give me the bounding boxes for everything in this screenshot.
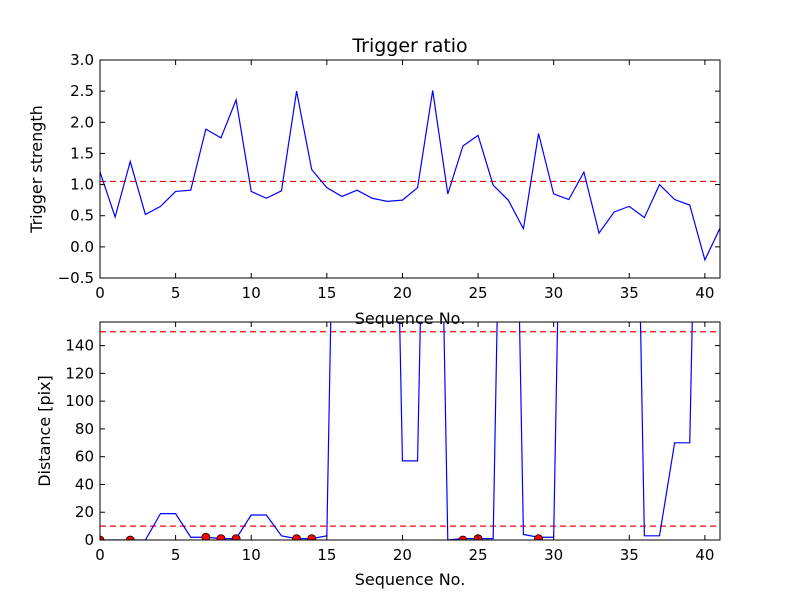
axis-ticks: 0 5 10 15 20 25 30 35 40 0 20 40 60 80 100 120 140 xyxy=(65,322,720,564)
x-tick-label: 15 xyxy=(317,546,336,564)
x-tick-label: 5 xyxy=(171,284,181,302)
y-tick-label: 1.5 xyxy=(70,144,94,162)
y-tick-label: 0.0 xyxy=(70,238,94,256)
x-tick-label: 30 xyxy=(544,546,563,564)
y-tick-label: 80 xyxy=(75,420,94,438)
x-axis-label: Sequence No. xyxy=(355,309,466,328)
data-point xyxy=(201,532,211,540)
plot-marks xyxy=(100,90,720,262)
y-tick-label: 40 xyxy=(75,475,94,493)
x-tick-label: 25 xyxy=(469,546,488,564)
plot-area xyxy=(100,322,720,540)
y-tick-label: 2.0 xyxy=(70,113,94,131)
chart-title: Trigger ratio xyxy=(351,35,467,57)
trigger-ratio-chart: Trigger ratio 0 5 10 15 20 25 30 35 40 −0.5 0.0 0.5… xyxy=(27,35,721,328)
plot-marks xyxy=(100,322,720,540)
x-tick-label: 35 xyxy=(620,546,639,564)
x-tick-label: 20 xyxy=(393,284,412,302)
y-tick-label: 60 xyxy=(75,448,94,466)
x-axis-label: Sequence No. xyxy=(355,570,466,589)
data-point xyxy=(292,534,301,540)
y-tick-label: −0.5 xyxy=(58,269,94,287)
y-tick-label: 2.5 xyxy=(70,82,94,100)
y-tick-label: 1.0 xyxy=(70,176,94,194)
x-tick-label: 25 xyxy=(469,284,488,302)
x-tick-label: 15 xyxy=(317,284,336,302)
x-tick-label: 10 xyxy=(242,546,261,564)
plot-frame xyxy=(99,321,721,541)
data-point xyxy=(216,534,226,540)
data-point xyxy=(534,534,543,540)
data-point xyxy=(125,535,135,540)
plot-frame xyxy=(99,59,721,279)
data-point xyxy=(231,534,241,540)
data-point xyxy=(307,534,317,540)
data-point xyxy=(100,535,105,540)
y-axis-label: Trigger strength xyxy=(27,105,46,234)
x-tick-label: 40 xyxy=(695,284,714,302)
x-tick-label: 20 xyxy=(393,546,412,564)
x-tick-label: 40 xyxy=(695,546,714,564)
y-tick-label: 120 xyxy=(65,364,94,382)
y-axis-label: Distance [pix] xyxy=(35,375,54,487)
y-tick-label: 0 xyxy=(84,531,94,549)
x-tick-label: 35 xyxy=(620,284,639,302)
y-tick-label: 100 xyxy=(65,392,94,410)
series-line-0 xyxy=(100,90,720,262)
x-tick-label: 0 xyxy=(95,284,105,302)
data-point xyxy=(458,535,468,540)
y-tick-label: 0.5 xyxy=(70,207,94,225)
y-tick-label: 3.0 xyxy=(70,51,94,69)
distance-chart: 0 5 10 15 20 25 30 35 40 0 20 40 60 80 100 120 140 Seque… xyxy=(35,321,721,589)
axis-ticks: 0 5 10 15 20 25 30 35 40 −0.5 0.0 0.5 1.0 1.5 2.0 2.5 3.… xyxy=(58,51,720,302)
y-tick-label: 20 xyxy=(75,503,94,521)
x-tick-label: 10 xyxy=(242,284,261,302)
y-tick-label: 140 xyxy=(65,337,94,355)
plot-area xyxy=(100,90,720,262)
x-tick-label: 30 xyxy=(544,284,563,302)
x-tick-label: 0 xyxy=(95,546,105,564)
x-tick-label: 5 xyxy=(171,546,181,564)
